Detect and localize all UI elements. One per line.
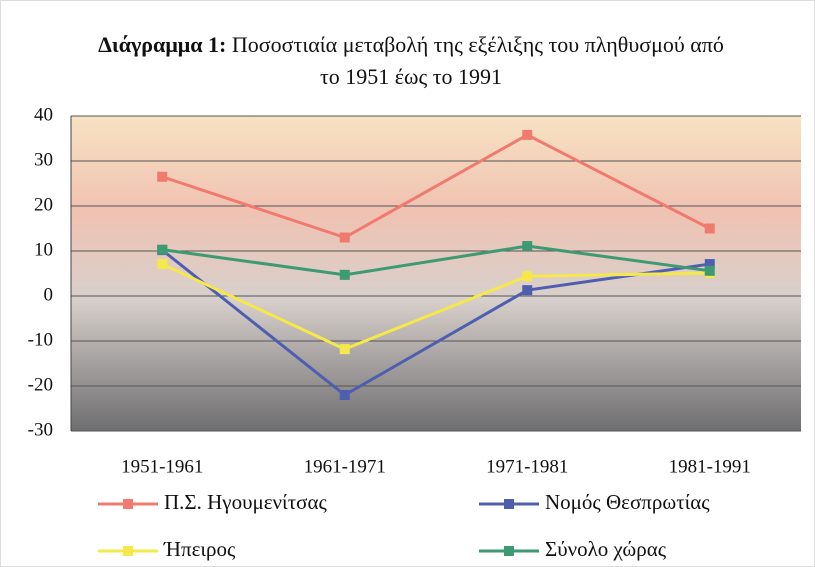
legend-label: Π.Σ. Ηγουμενίτσας — [164, 490, 327, 514]
legend-marker — [504, 546, 514, 556]
point-marker — [339, 390, 350, 400]
y-tick-label: 0 — [44, 284, 54, 305]
x-tick-label: 1961-1971 — [304, 456, 386, 477]
series-line — [161, 248, 710, 397]
point-marker — [157, 259, 168, 270]
x-tick-label: 1951-1961 — [121, 456, 203, 477]
point-marker — [704, 265, 715, 276]
point-marker — [704, 259, 715, 270]
point-marker — [157, 171, 168, 182]
title-text: Ποσοστιαία μεταβολή της εξέλιξης του πλη… — [231, 32, 724, 89]
y-tick-label: -10 — [28, 329, 53, 350]
title-label: Διάγραμμα 1: — [98, 32, 227, 57]
point-marker — [704, 223, 715, 234]
point-marker — [522, 241, 533, 252]
series-line — [161, 262, 710, 351]
x-tick-label: 1971-1981 — [486, 456, 568, 477]
chart-title: Διάγραμμα 1: Ποσοστιαία μεταβολή της εξέ… — [91, 29, 731, 93]
y-tick-label: 20 — [34, 194, 53, 215]
y-tick-label: -30 — [28, 419, 53, 440]
legend-marker — [123, 546, 133, 556]
legend-marker — [504, 499, 514, 509]
y-tick-label: 30 — [34, 149, 53, 170]
series-line — [161, 133, 711, 240]
point-marker — [339, 269, 350, 280]
legend-label: Ήπειρος — [163, 537, 236, 561]
series-line — [162, 244, 710, 277]
point-marker — [522, 271, 533, 282]
point-marker — [339, 232, 350, 243]
y-tick-label: 40 — [34, 104, 53, 125]
y-tick-label: 10 — [34, 239, 53, 260]
point-marker — [522, 285, 533, 296]
x-tick-label: 1981-1991 — [669, 456, 751, 477]
legend-marker — [123, 499, 133, 509]
y-tick-label: -20 — [28, 374, 53, 395]
legend-label: Νομός Θεσπρωτίας — [545, 490, 710, 514]
point-marker — [339, 344, 350, 355]
legend-label: Σύνολο χώρας — [545, 537, 667, 561]
point-marker — [157, 244, 168, 255]
point-marker — [522, 129, 533, 140]
